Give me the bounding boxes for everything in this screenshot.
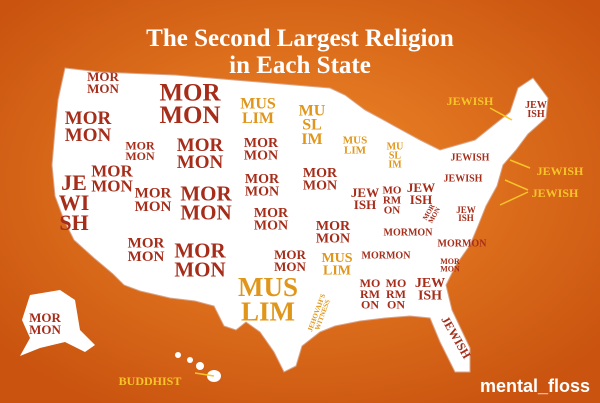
us-outline	[51, 67, 549, 373]
state-label: WI	[59, 190, 90, 215]
state-label: MU	[299, 102, 326, 119]
state-label: MON	[65, 125, 112, 146]
state-label: MORMON	[362, 250, 412, 261]
state-label: IM	[301, 131, 322, 148]
state-label: ISH	[410, 192, 432, 207]
state-label: IM	[388, 159, 402, 170]
state-label: MON	[254, 219, 288, 234]
state-label: MORMON	[384, 227, 434, 238]
state-label: MON	[159, 102, 220, 129]
state-label: RM	[386, 287, 406, 301]
state-label: MON	[244, 149, 278, 164]
state-label: JEW	[525, 100, 547, 111]
state-label: RM	[360, 287, 380, 301]
state-label: JEW	[407, 180, 435, 195]
state-label: JE	[61, 170, 87, 195]
state-label: MON	[91, 177, 133, 196]
state-label: MUS	[240, 95, 276, 112]
state-label: SH	[59, 210, 88, 235]
callout-label: JEWISH	[537, 164, 584, 178]
state-label: MON	[274, 259, 306, 274]
state-label: MO	[360, 276, 381, 290]
state-label: MON	[180, 200, 231, 224]
callout-label: JEWISH	[447, 94, 494, 108]
state-label: JEWISH	[444, 173, 483, 184]
state-label: JEW	[351, 185, 379, 200]
state-label: RM	[383, 195, 402, 207]
state-label: MOR	[174, 238, 226, 262]
state-label: ON	[361, 298, 379, 312]
state-label: MOR	[125, 138, 155, 152]
alaska	[20, 290, 95, 356]
state-label: MOR	[245, 172, 280, 187]
state-label: MOR	[274, 247, 306, 262]
title-line: in Each State	[229, 52, 371, 79]
state-label: MOR	[87, 69, 119, 84]
state-label: LIM	[323, 264, 351, 279]
callout-lines	[194, 107, 531, 377]
state-label: MO	[386, 276, 407, 290]
title-line: The Second Largest Religion	[146, 25, 454, 52]
state-label: ISH	[458, 213, 474, 223]
state-label: ON	[384, 204, 401, 216]
state-label: MON	[177, 152, 224, 173]
callout-label: BUDDHIST	[119, 374, 182, 388]
state-label: LIM	[241, 296, 295, 326]
callout-label: JEWISH	[532, 186, 579, 200]
state-label: LIM	[242, 110, 274, 127]
state-label: JEW	[456, 205, 476, 215]
state-label: MOR	[303, 166, 338, 181]
state-label: MO	[383, 185, 402, 197]
state-label: MON	[29, 322, 61, 337]
state-label: MON	[128, 249, 165, 265]
state-label: MOR	[180, 181, 232, 205]
logo: mental_floss	[480, 376, 590, 396]
state-label: MU	[387, 141, 404, 152]
state-label: MON	[303, 179, 337, 194]
state-label: MON	[125, 149, 155, 163]
state-label: MON	[245, 185, 279, 200]
state-label: MOR	[29, 310, 61, 325]
state-label: MORMON	[438, 238, 488, 249]
state-label: MOR	[91, 161, 133, 180]
state-label: MOR	[440, 257, 460, 266]
state-label: MOR	[177, 135, 224, 156]
state-label: MUS	[321, 251, 352, 266]
state-label: MOR	[159, 79, 221, 106]
state-label: ISH	[527, 109, 544, 120]
state-label: MON	[87, 81, 119, 96]
state-label: MON	[440, 264, 460, 273]
state-label: MOR	[135, 186, 172, 202]
state-label: JEW	[415, 276, 445, 291]
state-label: MON	[174, 257, 225, 281]
state-label: ON	[387, 298, 405, 312]
state-label: ISH	[418, 289, 442, 304]
state-label: LIM	[344, 144, 367, 156]
state-label: MOR	[128, 236, 165, 252]
state-label: MOR	[65, 108, 112, 129]
state-label: MOR	[254, 206, 289, 221]
state-label: SL	[389, 150, 402, 161]
state-label: MUS	[343, 135, 367, 147]
state-label: MOR	[244, 136, 279, 151]
state-label: SL	[302, 117, 322, 134]
state-label: MON	[135, 199, 172, 215]
state-label: MOR	[316, 219, 351, 234]
state-label: MUS	[238, 272, 298, 302]
state-label: JEWISH	[451, 152, 490, 163]
state-label: ISH	[354, 197, 376, 212]
state-label: MON	[316, 232, 350, 247]
